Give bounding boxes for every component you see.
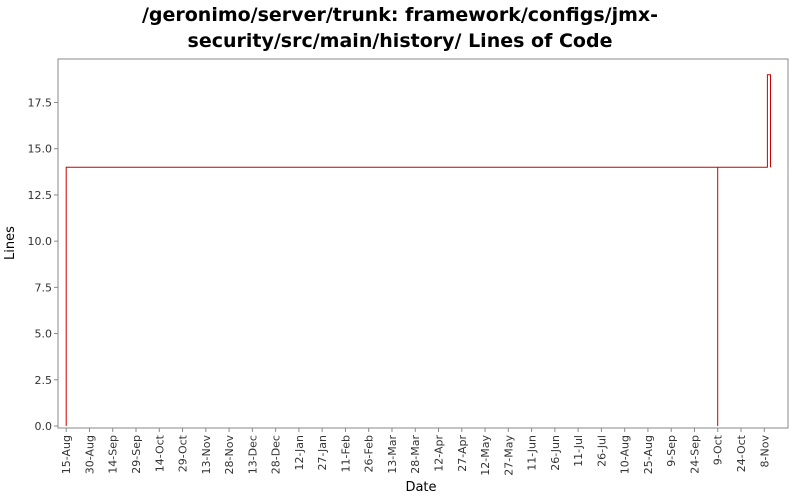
- y-tick-label: 10.0: [28, 235, 53, 248]
- plot-area: [57, 58, 789, 429]
- x-tick-label: 14-Sep: [107, 435, 120, 474]
- x-tick-label: 14-Oct: [153, 434, 166, 472]
- x-tick-label: 26-Jun: [549, 435, 562, 471]
- x-tick-label: 26-Jul: [595, 435, 608, 467]
- x-tick-label: 9-Oct: [712, 434, 725, 465]
- chart-title-line-2: security/src/main/history/ Lines of Code: [187, 30, 613, 52]
- x-tick-label: 24-Sep: [688, 435, 701, 474]
- x-tick-label: 27-Jan: [316, 435, 329, 471]
- y-axis-title: Lines: [3, 226, 18, 260]
- series-line-lines: [65, 74, 771, 426]
- y-tick-label: 15.0: [28, 143, 53, 156]
- x-tick-label: 25-Aug: [642, 435, 655, 474]
- x-tick-label: 12-May: [479, 435, 492, 476]
- x-tick-label: 12-Apr: [433, 435, 446, 472]
- x-tick-label: 30-Aug: [83, 435, 96, 474]
- x-axis-title: Date: [405, 480, 436, 495]
- x-tick-label: 10-Aug: [619, 435, 632, 474]
- y-axis: 0.0 2.5 5.0 7.5 10.0 12.5 15.0 17.5: [28, 97, 58, 433]
- x-tick-label: 28-Dec: [270, 435, 283, 474]
- x-tick-label: 24-Oct: [735, 434, 748, 472]
- x-tick-label: 11-Feb: [339, 435, 352, 472]
- y-tick-label: 12.5: [28, 189, 53, 202]
- x-tick-label: 8-Nov: [758, 435, 771, 468]
- x-tick-label: 11-Jul: [572, 435, 585, 467]
- x-tick-label: 9-Sep: [665, 435, 678, 467]
- y-tick-label: 0.0: [35, 420, 53, 433]
- x-tick-label: 28-Mar: [409, 435, 422, 474]
- x-tick-label: 28-Nov: [223, 435, 236, 475]
- x-tick-label: 13-Dec: [246, 435, 259, 474]
- x-tick-label: 12-Jan: [293, 435, 306, 471]
- x-tick-label: 13-Mar: [386, 435, 399, 474]
- series-layer: [65, 74, 771, 427]
- x-axis: 15-Aug 30-Aug 14-Sep 29-Sep 14-Oct 29-Oct 13-N…: [60, 428, 771, 476]
- x-tick-label: 27-Apr: [456, 435, 469, 472]
- x-tick-label: 27-May: [502, 435, 515, 476]
- y-tick-label: 17.5: [28, 97, 53, 110]
- chart-title-line-1: /geronimo/server/trunk: framework/config…: [141, 4, 659, 26]
- x-tick-label: 29-Sep: [130, 435, 143, 474]
- x-tick-label: 26-Feb: [363, 435, 376, 472]
- x-tick-label: 29-Oct: [177, 434, 190, 472]
- y-tick-label: 2.5: [35, 374, 53, 387]
- x-tick-label: 13-Nov: [200, 435, 213, 475]
- y-tick-label: 5.0: [35, 328, 53, 341]
- chart-title: /geronimo/server/trunk: framework/config…: [0, 2, 800, 54]
- x-tick-label: 11-Jun: [526, 435, 539, 471]
- x-tick-label: 15-Aug: [60, 435, 73, 474]
- y-tick-label: 7.5: [35, 281, 53, 294]
